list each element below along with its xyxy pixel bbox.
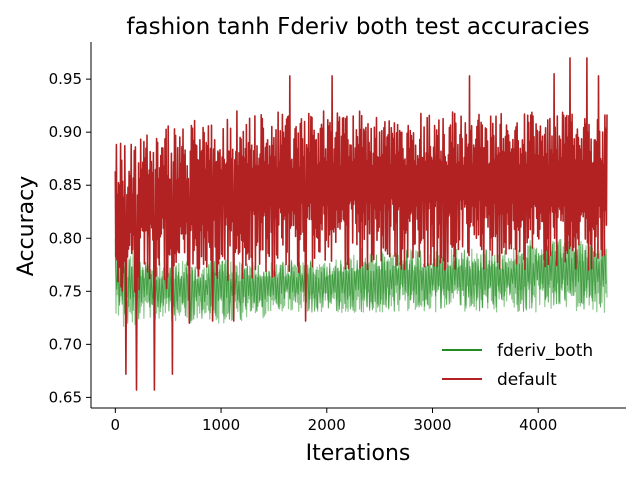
- legend-label-fderiv-both: fderiv_both: [497, 341, 593, 361]
- x-tick-label: 2000: [308, 416, 346, 434]
- x-tick-label: 4000: [519, 416, 557, 434]
- y-tick-label: 0.75: [49, 282, 82, 300]
- chart-title: fashion tanh Fderiv both test accuracies: [126, 14, 589, 40]
- y-tick-label: 0.65: [49, 388, 82, 406]
- y-tick-label: 0.70: [49, 335, 82, 353]
- y-ticks: 0.65 0.70 0.75 0.80 0.85 0.90 0.95: [49, 70, 91, 406]
- series-line-fderiv-both: [114, 238, 607, 324]
- y-axis-label: Accuracy: [14, 176, 39, 276]
- legend-label-default: default: [497, 370, 557, 390]
- series-line-default: [114, 57, 608, 391]
- y-tick-label: 0.95: [49, 70, 82, 88]
- y-tick-label: 0.90: [49, 123, 82, 141]
- legend: fderiv_both default: [442, 341, 593, 390]
- x-ticks: 0 1000 2000 3000 4000: [111, 408, 557, 434]
- x-axis-label: Iterations: [306, 441, 411, 466]
- x-tick-label: 0: [111, 416, 121, 434]
- plot-area: [114, 57, 608, 391]
- y-tick-label: 0.80: [49, 229, 82, 247]
- x-tick-label: 3000: [413, 416, 451, 434]
- y-tick-label: 0.85: [49, 176, 82, 194]
- x-tick-label: 1000: [202, 416, 240, 434]
